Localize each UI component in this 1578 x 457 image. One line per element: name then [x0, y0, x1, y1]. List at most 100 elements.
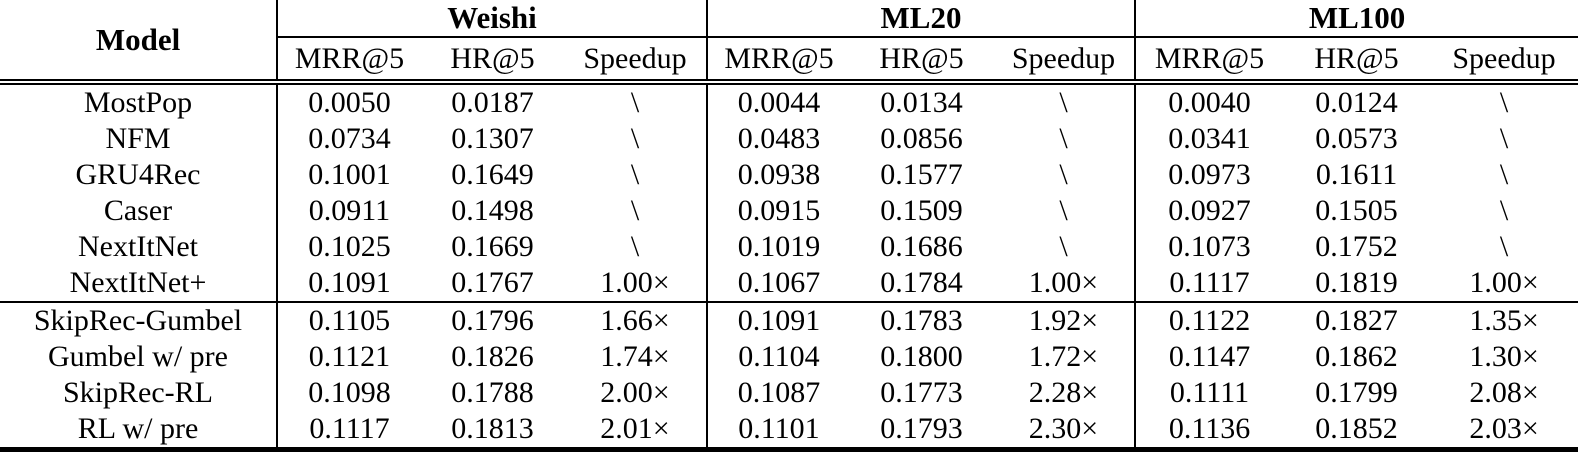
value-cell: \	[993, 82, 1137, 121]
model-name-cell: Gumbel w/ pre	[0, 339, 278, 375]
metric-header-weishi-speedup: Speedup	[564, 37, 708, 85]
value-cell: 0.1852	[1315, 412, 1398, 445]
value-cell: 2.28×	[993, 375, 1137, 411]
value-cell: 0.0040	[1168, 86, 1251, 119]
value-cell: 0.0341	[1168, 122, 1251, 155]
value-cell: 2.00×	[564, 375, 708, 411]
value-cell: \	[1499, 86, 1509, 119]
value-cell: \	[993, 157, 1137, 193]
value-cell: 1.30×	[1469, 340, 1539, 373]
value-cell: 0.0483	[737, 122, 821, 155]
value-cell: \	[1499, 194, 1509, 227]
value-cell: \	[564, 121, 708, 157]
value-cell: \	[993, 229, 1137, 265]
value-cell: 0.1649	[451, 158, 534, 191]
value-cell: 0.1025	[308, 230, 391, 263]
value-cell: 0.1121	[308, 340, 391, 373]
table-row: GRU4Rec 0.1001 0.1649 \ 0.0938 0.1577 \ 0.0973 0…	[0, 157, 1578, 193]
model-column-header: Model	[0, 0, 278, 85]
table-row: MostPop 0.0050 0.0187 \ 0.0044 0.0134 \ 0.0040 0…	[0, 82, 1578, 121]
value-cell: 1.72×	[993, 339, 1137, 375]
value-cell: 1.74×	[564, 339, 708, 375]
value-cell: 0.1577	[880, 158, 963, 191]
model-name-cell: SkipRec-Gumbel	[0, 301, 278, 339]
value-cell: 1.00×	[993, 265, 1137, 302]
value-cell: 2.08×	[1469, 376, 1539, 409]
value-cell: 0.0134	[880, 86, 963, 119]
table-row: NFM 0.0734 0.1307 \ 0.0483 0.0856 \ 0.0341 0.057…	[0, 121, 1578, 157]
value-cell: 0.1773	[880, 376, 963, 409]
value-cell: 0.1001	[308, 158, 391, 191]
value-cell: 0.0044	[737, 86, 821, 119]
dataset-header-weishi: Weishi	[277, 0, 708, 38]
value-cell: 0.0973	[1168, 158, 1251, 191]
table-body: MostPop 0.0050 0.0187 \ 0.0044 0.0134 \ 0.0040 0…	[0, 82, 1578, 450]
value-cell: 0.1686	[880, 230, 963, 263]
value-cell: 0.1796	[421, 301, 564, 339]
value-cell: 0.1767	[451, 266, 534, 299]
value-cell: 0.1101	[738, 412, 820, 445]
table-row: SkipRec-Gumbel 0.1105 0.1796 1.66× 0.1091 0.1…	[0, 301, 1578, 339]
model-name-cell: NextItNet	[0, 229, 278, 265]
value-cell: 0.0927	[1168, 194, 1251, 227]
value-cell: \	[1499, 158, 1509, 191]
value-cell: 0.1800	[880, 340, 963, 373]
value-cell: 0.1498	[451, 194, 534, 227]
value-cell: 0.1091	[308, 266, 391, 299]
value-cell: 0.0915	[737, 194, 821, 227]
metric-header-ml20-speedup: Speedup	[993, 37, 1137, 85]
value-cell: 0.1087	[737, 376, 821, 409]
metric-header-row: MRR@5 HR@5 Speedup MRR@5 HR@5 Speedup MR…	[0, 37, 1578, 85]
value-cell: 0.1117	[1169, 266, 1250, 299]
value-cell: 0.1019	[737, 230, 821, 263]
table-row: Caser 0.0911 0.1498 \ 0.0915 0.1509 \ 0.0927 0.1…	[0, 193, 1578, 229]
model-name-cell: MostPop	[0, 82, 278, 121]
value-cell: 0.1826	[451, 340, 534, 373]
metric-header-ml100-hr5: HR@5	[1283, 37, 1431, 85]
value-cell: 0.1091	[707, 301, 850, 339]
value-cell: 0.1669	[451, 230, 534, 263]
value-cell: \	[564, 193, 708, 229]
metric-header-weishi-mrr5: MRR@5	[277, 37, 421, 85]
value-cell: 0.1611	[1315, 158, 1398, 191]
value-cell: 1.35×	[1430, 301, 1578, 339]
value-cell: 0.1813	[451, 412, 534, 445]
model-name-cell: GRU4Rec	[0, 157, 278, 193]
value-cell: 0.1136	[1168, 412, 1251, 445]
value-cell: 0.0050	[308, 86, 391, 119]
value-cell: 0.1104	[738, 340, 820, 373]
value-cell: 0.1752	[1315, 230, 1398, 263]
table-row: SkipRec-RL 0.1098 0.1788 2.00× 0.1087 0.1773 2…	[0, 375, 1578, 411]
model-name-cell: NextItNet+	[0, 265, 278, 302]
value-cell: 0.1862	[1315, 340, 1398, 373]
value-cell: 1.00×	[1469, 266, 1539, 299]
value-cell: 0.0911	[308, 194, 391, 227]
value-cell: 0.1819	[1315, 266, 1398, 299]
value-cell: 0.1784	[880, 266, 963, 299]
metric-header-weishi-hr5: HR@5	[421, 37, 564, 85]
value-cell: 2.01×	[564, 411, 708, 450]
value-cell: 0.1788	[451, 376, 534, 409]
value-cell: 0.1122	[1135, 301, 1284, 339]
table-row: NextItNet 0.1025 0.1669 \ 0.1019 0.1686 \ 0.107…	[0, 229, 1578, 265]
metric-header-ml100-speedup: Speedup	[1430, 37, 1578, 85]
value-cell: \	[564, 229, 708, 265]
value-cell: 0.0573	[1315, 122, 1398, 155]
value-cell: \	[564, 82, 708, 121]
value-cell: 0.1117	[309, 412, 390, 445]
value-cell: 2.30×	[993, 411, 1137, 450]
value-cell: \	[993, 121, 1137, 157]
value-cell: 0.0938	[737, 158, 821, 191]
value-cell: 0.1147	[1168, 340, 1251, 373]
dataset-header-ml100: ML100	[1135, 0, 1578, 38]
group-header-row: Model Weishi ML20 ML100	[0, 0, 1578, 85]
table-row: RL w/ pre 0.1117 0.1813 2.01× 0.1101 0.1793 2.…	[0, 411, 1578, 450]
dataset-header-ml20: ML20	[707, 0, 1137, 38]
value-cell: 0.1111	[1169, 376, 1250, 409]
table-header: Model Weishi ML20 ML100 MRR@5 HR@5 Speed…	[0, 0, 1578, 85]
table-row: Gumbel w/ pre 0.1121 0.1826 1.74× 0.1104 0.18…	[0, 339, 1578, 375]
value-cell: 0.1105	[277, 301, 421, 339]
value-cell: 0.0856	[880, 122, 963, 155]
